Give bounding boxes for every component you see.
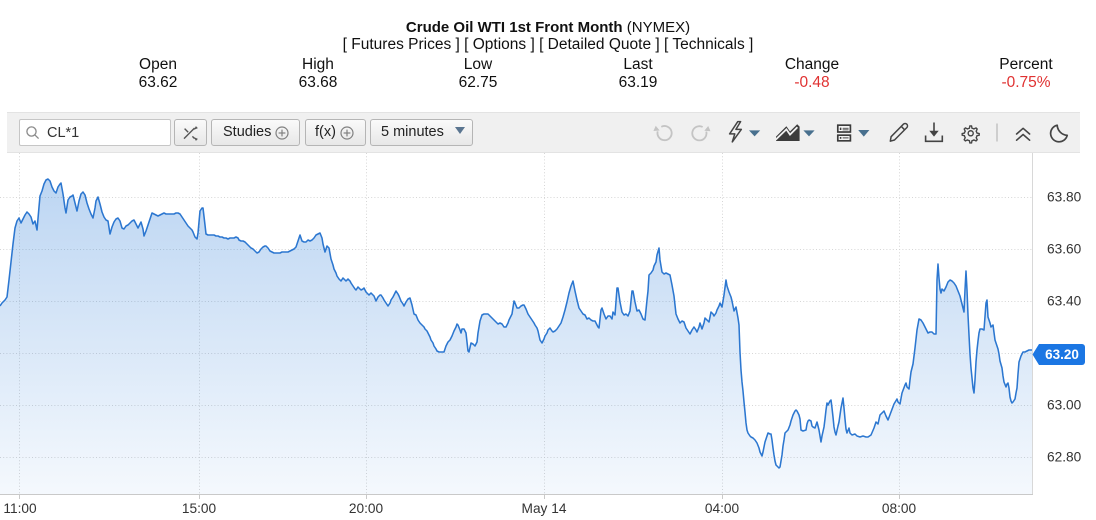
svg-text:20:00: 20:00 [349,501,384,516]
svg-text:May 14: May 14 [522,501,567,516]
svg-text:15:00: 15:00 [182,501,217,516]
svg-text:63.00: 63.00 [1047,398,1082,413]
svg-text:63.20: 63.20 [1045,347,1079,362]
svg-text:11:00: 11:00 [3,501,37,516]
svg-text:63.40: 63.40 [1047,294,1082,309]
svg-text:04:00: 04:00 [705,501,740,516]
svg-text:63.80: 63.80 [1047,190,1082,205]
svg-text:63.60: 63.60 [1047,242,1082,257]
svg-text:08:00: 08:00 [882,501,917,516]
svg-text:62.80: 62.80 [1047,450,1082,465]
